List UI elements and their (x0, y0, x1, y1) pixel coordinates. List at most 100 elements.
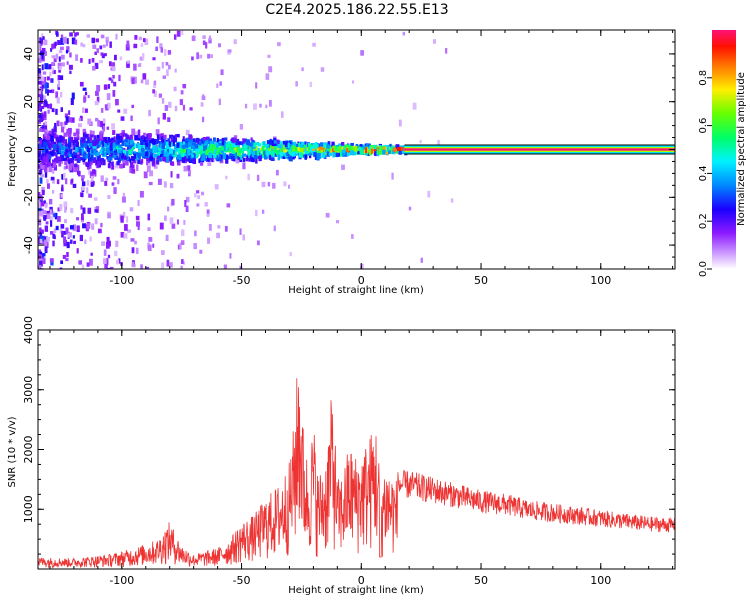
heatmap-cell (251, 156, 255, 163)
snr-frame (37, 329, 676, 570)
heatmap-cell (325, 149, 328, 153)
heatmap-cell (46, 76, 50, 81)
heatmap-cell (118, 74, 121, 82)
heatmap-cell (253, 103, 257, 110)
heatmap-cell (165, 141, 169, 147)
heatmap-cell (45, 156, 49, 162)
colorbar-tick-label: 0.2 (698, 213, 709, 229)
heatmap-cell (96, 144, 100, 149)
heatmap-cell (362, 148, 366, 153)
heatmap-cell (368, 149, 372, 156)
heatmap-cell (120, 215, 124, 223)
heatmap-cell (159, 141, 164, 146)
heatmap-cell (44, 166, 47, 172)
heatmap-cell (203, 145, 207, 152)
heatmap-cell (74, 163, 78, 168)
heatmap-cell (40, 208, 44, 213)
heatmap-cell (210, 144, 215, 150)
heatmap-cell (267, 181, 271, 187)
heatmap-cell (57, 156, 62, 161)
heatmap-cell (39, 227, 42, 233)
heatmap-cell (242, 162, 246, 170)
heatmap-cell (170, 136, 174, 143)
heatmap-cell (236, 146, 240, 153)
heatmap-cell (69, 137, 73, 142)
heatmap-cell (48, 89, 52, 93)
heatmap-cell (181, 229, 185, 237)
heatmap-cell (131, 77, 135, 85)
heatmap-cell (301, 141, 305, 146)
heatmap-cell (39, 229, 44, 234)
heatmap-cell (96, 138, 99, 144)
heatmap-cell (76, 133, 80, 138)
heatmap-cell (277, 144, 282, 149)
heatmap-cell (52, 132, 55, 137)
heatmap-cell (42, 257, 46, 264)
heatmap-cell (126, 156, 129, 161)
heatmap-cell (111, 62, 116, 67)
heatmap-cell (59, 145, 64, 149)
heatmap-cell (40, 255, 44, 259)
heatmap-cell (197, 139, 201, 145)
heatmap-cell (83, 142, 88, 148)
heatmap-cell (53, 228, 57, 234)
heatmap-cell (188, 134, 193, 140)
heatmap-cell (73, 154, 78, 158)
heatmap-cell (276, 139, 280, 144)
heatmap-cell (245, 157, 249, 162)
heatmap-cell (176, 157, 179, 163)
heatmap-cell (157, 135, 161, 140)
heatmap-cell (86, 187, 89, 194)
heatmap-cell (56, 139, 60, 144)
heatmap-cell (117, 139, 122, 143)
heatmap-cell (125, 134, 129, 140)
heatmap-cell (369, 145, 374, 149)
heatmap-cell (399, 146, 403, 151)
heatmap-cell (445, 47, 448, 54)
heatmap-cell (43, 124, 48, 131)
heatmap-cell (270, 145, 273, 151)
heatmap-cell (101, 137, 106, 141)
heatmap-cell (263, 141, 266, 146)
heatmap-cell (41, 81, 46, 85)
heatmap-cell (238, 147, 243, 154)
heatmap-cell (273, 140, 277, 144)
heatmap-cell (332, 151, 335, 158)
heatmap-cell (91, 57, 95, 63)
heatmap-cell (200, 191, 205, 196)
heatmap-cell (165, 62, 169, 66)
heatmap-cell (114, 250, 118, 257)
heatmap-cell (145, 79, 149, 85)
heatmap-cell (55, 91, 59, 99)
heatmap-cell (59, 267, 63, 269)
heatmap-cell (174, 134, 177, 139)
heatmap-cell (111, 123, 115, 130)
heatmap-cell (196, 203, 200, 207)
heatmap-cell (256, 147, 260, 152)
heatmap-cell (205, 149, 210, 155)
heatmap-cell (316, 153, 321, 159)
heatmap-cell (177, 154, 180, 160)
heatmap-cell (256, 174, 260, 182)
heatmap-cell (297, 146, 300, 151)
heatmap-cell (38, 70, 42, 74)
heatmap-cell (206, 213, 210, 218)
heatmap-cell (267, 54, 271, 58)
heatmap-cell (146, 159, 150, 164)
heatmap-cell (103, 143, 107, 147)
heatmap-cell (282, 144, 285, 151)
heatmap-cell (113, 147, 116, 151)
heatmap-cell (45, 221, 49, 225)
heatmap-cell (167, 117, 171, 123)
heatmap-cell (294, 143, 299, 147)
x-tick-label: -50 (233, 274, 251, 287)
heatmap-cell (437, 140, 440, 146)
heatmap-cell (204, 157, 208, 161)
heatmap-cell (87, 118, 92, 125)
heatmap-cell (295, 150, 298, 154)
heatmap-cell (228, 149, 232, 153)
heatmap-cell (77, 225, 80, 231)
heatmap-cell (301, 150, 304, 156)
heatmap-cell (163, 181, 167, 188)
heatmap-cell (52, 160, 55, 164)
